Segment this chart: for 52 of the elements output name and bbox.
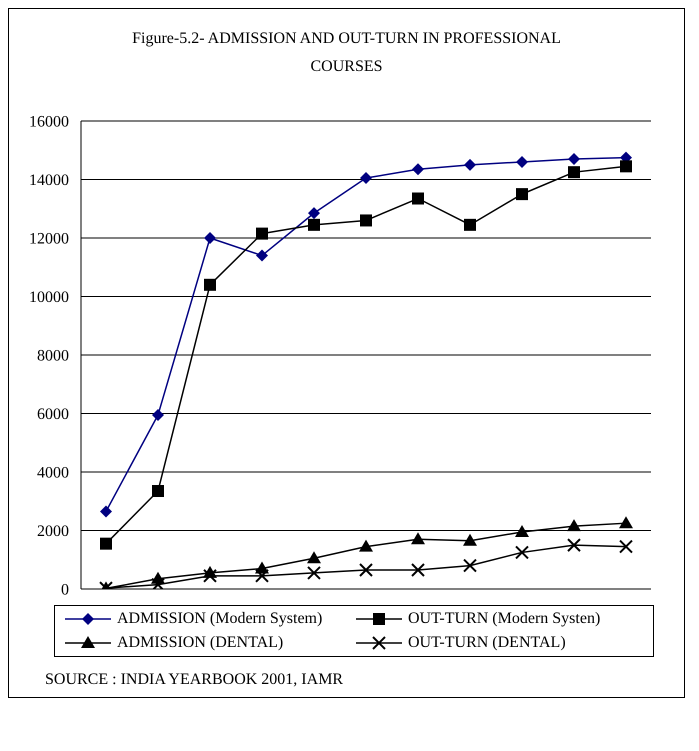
- point: [464, 218, 476, 231]
- point: [411, 532, 425, 544]
- point: [619, 516, 633, 528]
- point: [567, 538, 581, 552]
- point: [308, 218, 320, 231]
- point: [619, 540, 633, 554]
- source-note: SOURCE : INDIA YEARBOOK 2001, IAMR: [45, 671, 344, 689]
- y-tick-label: 16000: [29, 114, 69, 131]
- y-tick-label: 8000: [37, 348, 69, 365]
- point: [203, 568, 217, 583]
- legend-label: ADMISSION (Modern System): [117, 610, 322, 628]
- point: [411, 562, 425, 577]
- y-tick-label: 2000: [37, 523, 69, 540]
- y-tick-label: 0: [61, 582, 69, 599]
- chart-title: Figure-5.2- ADMISSION AND OUT-TURN IN PROFESSIONAL COURSES: [131, 29, 562, 77]
- point: [152, 485, 164, 498]
- point: [516, 188, 528, 200]
- point: [515, 524, 529, 537]
- y-tick-label: 12000: [29, 230, 69, 248]
- point: [307, 566, 321, 580]
- point: [620, 160, 632, 172]
- point: [359, 562, 373, 577]
- point: [256, 228, 268, 240]
- legend-label: OUT-TURN (DENTAL): [408, 634, 566, 652]
- point: [516, 156, 528, 168]
- legend-label: ADMISSION (DENTAL): [117, 634, 284, 652]
- point: [464, 158, 476, 171]
- legend-label: OUT-TURN (Modern Systen): [408, 610, 600, 628]
- point: [100, 505, 112, 518]
- point: [463, 534, 477, 546]
- y-tick-label: 10000: [29, 289, 69, 306]
- point: [568, 166, 580, 178]
- y-tick-label: 6000: [37, 406, 69, 424]
- y-tick-label: 4000: [37, 464, 69, 482]
- point: [255, 568, 269, 583]
- point: [152, 408, 164, 421]
- point: [359, 540, 373, 552]
- point: [360, 214, 372, 226]
- point: [412, 192, 424, 205]
- point: [567, 519, 581, 532]
- y-tick-label: 14000: [29, 172, 69, 190]
- point: [360, 172, 372, 184]
- point: [256, 250, 268, 262]
- point: [100, 538, 112, 550]
- point: [204, 232, 216, 244]
- point: [568, 153, 580, 166]
- point: [307, 551, 321, 564]
- point: [515, 545, 529, 560]
- point: [412, 163, 424, 176]
- point: [308, 207, 320, 220]
- point: [204, 278, 216, 291]
- point: [463, 558, 477, 573]
